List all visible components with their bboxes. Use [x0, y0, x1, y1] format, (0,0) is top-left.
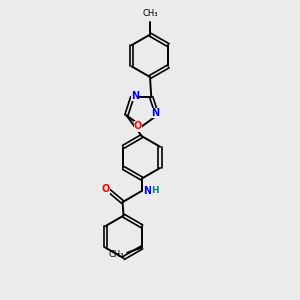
Text: O: O: [101, 184, 110, 194]
Text: N: N: [144, 186, 152, 196]
Text: CH₃: CH₃: [142, 9, 158, 18]
Text: O: O: [134, 122, 142, 131]
Text: N: N: [152, 108, 160, 118]
Text: N: N: [131, 91, 139, 101]
Text: CH₃: CH₃: [108, 250, 124, 259]
Text: H: H: [151, 186, 159, 195]
